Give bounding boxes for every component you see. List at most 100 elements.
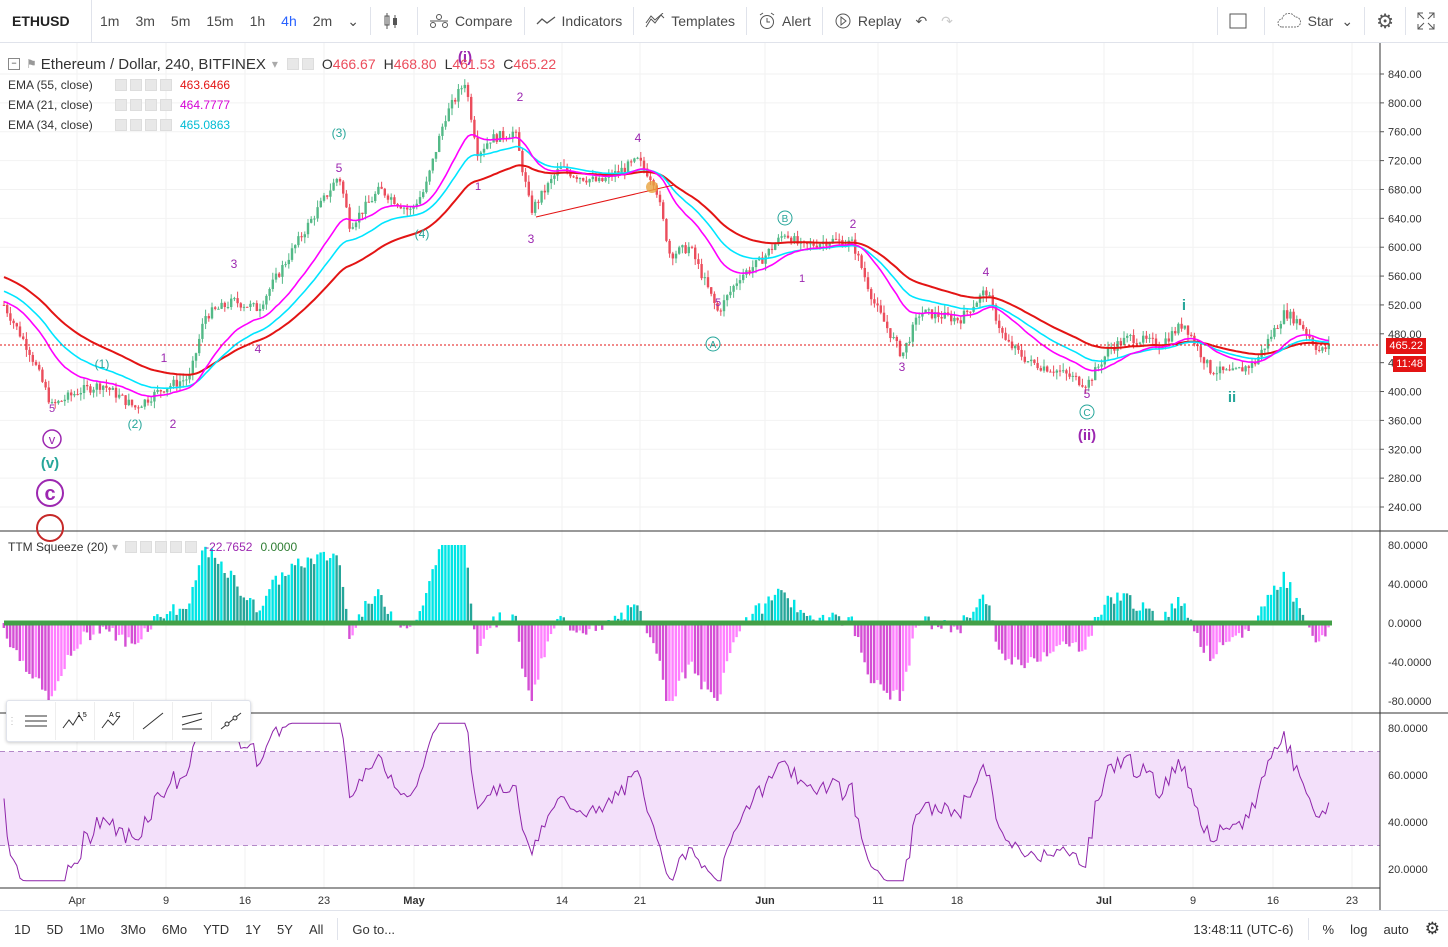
close-icon[interactable] [160,99,172,111]
interval-5m[interactable]: 5m [163,0,198,42]
interval-dropdown[interactable]: ⌄ [340,0,366,42]
ttm-bar [1228,623,1230,642]
settings-button[interactable]: ⚙ [1417,919,1448,939]
settings-icon[interactable] [302,58,314,70]
visibility-icon[interactable] [115,119,127,131]
range-ytd[interactable]: YTD [195,922,237,937]
settings-button[interactable]: ⚙ [1369,0,1401,42]
close-icon[interactable] [160,79,172,91]
candle-body [601,178,603,181]
symbol-search[interactable]: ETHUSD [0,0,92,42]
price-axis[interactable]: 840.00800.00760.00720.00680.00640.00600.… [1380,69,1431,876]
collapse-icon[interactable]: − [8,58,20,70]
settings-icon[interactable] [130,119,142,131]
undo-button[interactable]: ↶ [908,0,934,42]
log-toggle[interactable]: log [1342,922,1375,937]
candle-body [867,277,869,289]
trendline-handle[interactable] [646,181,658,193]
ttm-bar [220,562,222,623]
candle-body [1152,338,1154,339]
compare-button[interactable]: Compare [422,0,520,42]
alarm-clock-icon [758,12,776,30]
close-icon[interactable] [185,541,197,553]
grid-icon[interactable] [145,119,157,131]
chart-style-button[interactable] [375,0,413,42]
interval-3m[interactable]: 3m [127,0,162,42]
ema55-legend[interactable]: EMA (55, close) 463.6466 [8,75,556,95]
ttm-legend: TTM Squeeze (20) ▾ -22.7652 0.0000 [8,537,297,557]
close-icon[interactable] [160,119,172,131]
clock-time[interactable]: 13:48:11 (UTC-6) [1185,922,1301,937]
range-6mo[interactable]: 6Mo [154,922,195,937]
candle-body [960,320,962,323]
candle-body [988,295,990,296]
elliott-impulse-button[interactable]: 1 5 [56,702,95,740]
templates-button[interactable]: Templates [638,0,742,42]
grid-icon[interactable] [145,99,157,111]
chart-canvas[interactable]: 840.00800.00760.00720.00680.00640.00600.… [0,43,1448,910]
interval-4h[interactable]: 4h [273,0,305,42]
menu-button[interactable] [17,702,56,740]
candle-body [1177,324,1179,334]
interval-1h[interactable]: 1h [242,0,274,42]
range-all[interactable]: All [301,922,331,937]
star-button[interactable]: Star ⌄ [1269,0,1360,42]
candle-body [60,401,62,402]
range-5d[interactable]: 5D [39,922,72,937]
alert-button[interactable]: Alert [751,0,818,42]
ema21-legend[interactable]: EMA (21, close) 464.7777 [8,95,556,115]
candle-body [902,352,904,356]
visibility-icon[interactable] [115,79,127,91]
candle-body [1225,369,1227,370]
replay-button[interactable]: Replay [827,0,909,42]
goto-button[interactable]: Go to... [344,922,403,937]
grid-icon[interactable] [145,79,157,91]
settings-icon[interactable] [130,79,142,91]
trendline-button[interactable] [134,702,173,740]
range-1d[interactable]: 1D [0,922,39,937]
ttm-bar [51,623,53,696]
fullscreen-button[interactable] [1410,0,1448,42]
range-1mo[interactable]: 1Mo [71,922,112,937]
redo-button[interactable]: ↷ [934,0,960,42]
candle-body [384,189,386,196]
chevron-down-icon[interactable]: ▾ [272,57,278,71]
settings-icon[interactable] [130,99,142,111]
fullscreen-layout-button[interactable] [1222,0,1260,42]
range-3mo[interactable]: 3Mo [113,922,154,937]
auto-toggle[interactable]: auto [1375,922,1416,937]
ttm-bar [665,623,667,701]
interval-1m[interactable]: 1m [92,0,127,42]
interval-2m[interactable]: 2m [305,0,340,42]
ema34-legend[interactable]: EMA (34, close) 465.0863 [8,115,556,135]
ttm-bar [899,623,901,701]
ttm-label[interactable]: TTM Squeeze (20) [8,540,108,554]
ttm-bar [124,623,126,647]
visibility-icon[interactable] [115,99,127,111]
range-1y[interactable]: 1Y [237,922,269,937]
range-5y[interactable]: 5Y [269,922,301,937]
price-tick-label: 520.00 [1388,300,1422,312]
visibility-icon[interactable] [287,58,299,70]
more-icon[interactable] [170,541,182,553]
percent-toggle[interactable]: % [1315,922,1343,937]
elliott-correction-button[interactable]: A C [95,702,134,740]
ttm-bar [1292,602,1294,623]
symbol-title[interactable]: Ethereum / Dollar, 240, BITFINEX [41,56,266,73]
ray-button[interactable] [212,702,250,740]
drag-handle[interactable]: ⋮ [7,702,17,740]
interval-15m[interactable]: 15m [198,0,241,42]
visibility-icon[interactable] [125,541,137,553]
ttm-bar [422,605,424,623]
settings-icon[interactable] [140,541,152,553]
ttm-bar [431,569,433,623]
grid-icon[interactable] [155,541,167,553]
parallel-channel-button[interactable] [173,702,212,740]
candle-body [483,149,485,153]
chevron-down-icon[interactable]: ▾ [112,540,118,554]
ttm-bar [1068,623,1070,646]
candle-body [851,240,853,241]
candle-body [1280,324,1282,329]
indicators-button[interactable]: Indicators [529,0,630,42]
